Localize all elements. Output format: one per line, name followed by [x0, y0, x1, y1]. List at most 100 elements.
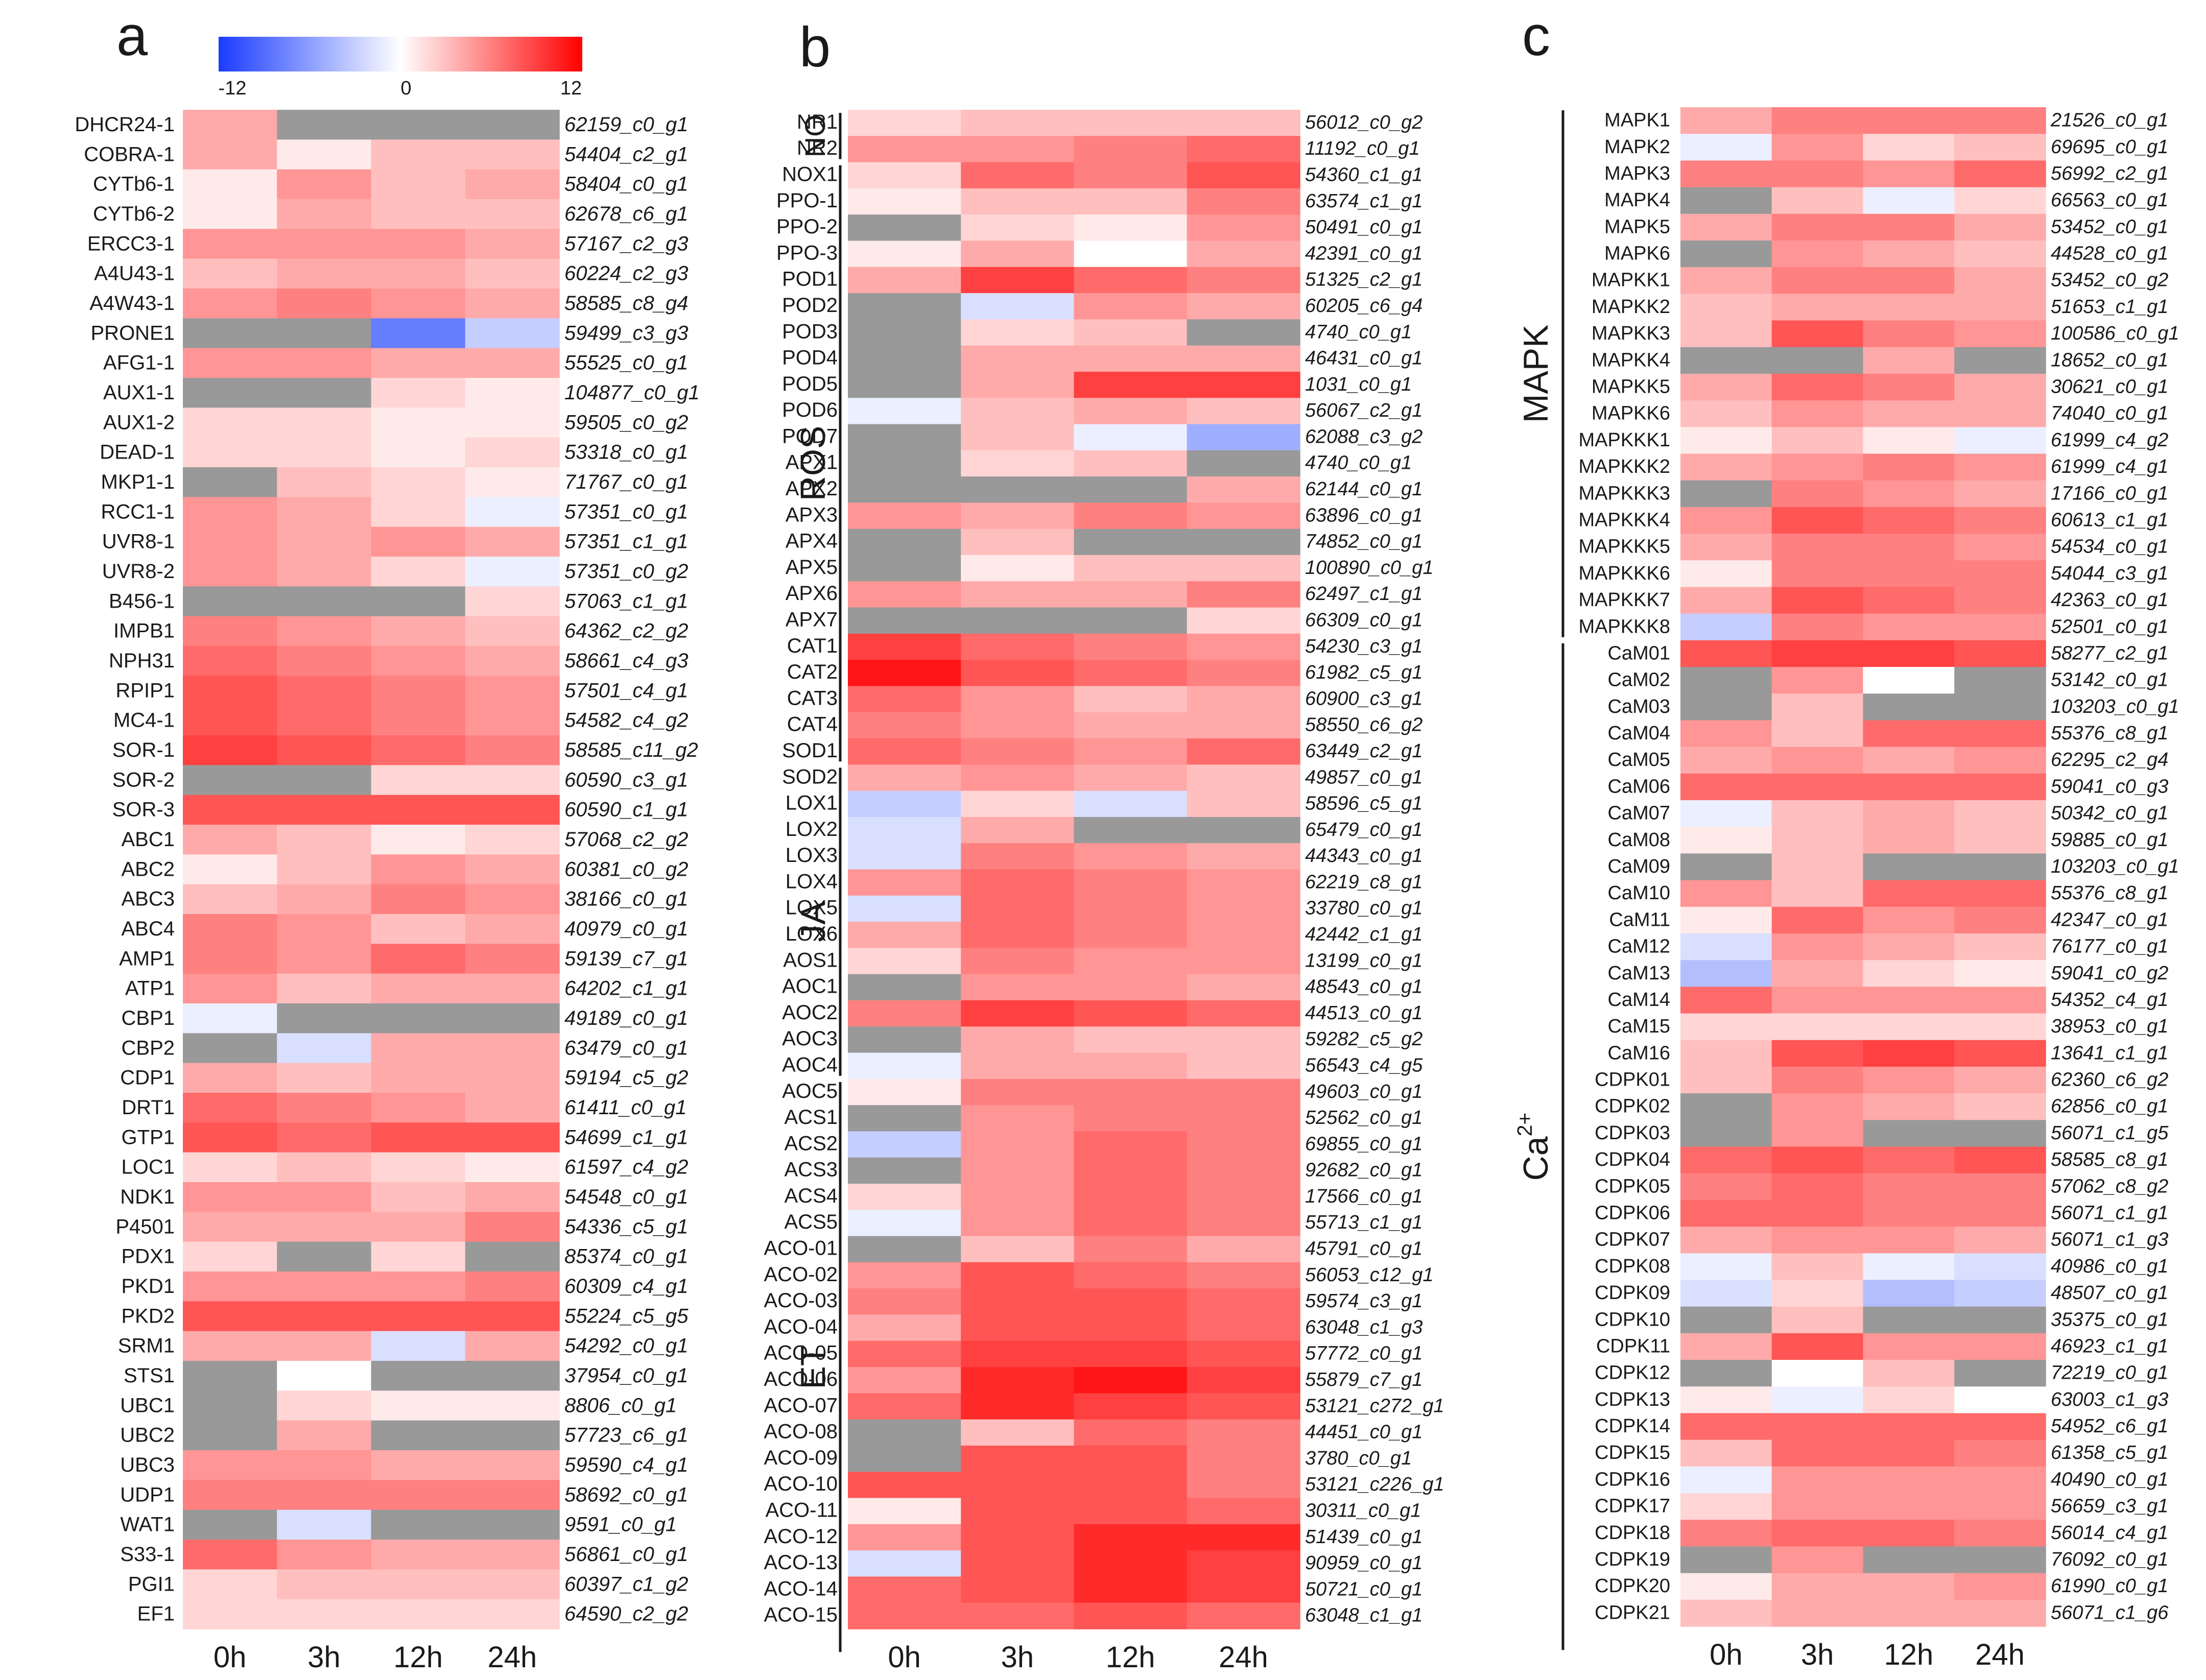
heatmap-cell: [1074, 1498, 1188, 1525]
row-label: APX1: [786, 451, 838, 474]
heatmap-cell: [848, 581, 962, 608]
heatmap-cell: [848, 1419, 962, 1446]
gene-id-label: 56071_c1_g3: [2051, 1229, 2168, 1251]
gene-id-label: 44528_c0_g1: [2051, 243, 2168, 265]
row-label: CDPK14: [1595, 1415, 1670, 1437]
heatmap-cell: [1863, 1040, 1955, 1067]
gene-id-label: 11192_c0_g1: [1305, 138, 1420, 159]
gene-id-label: 59499_c3_g3: [564, 322, 688, 344]
heatmap-cell: [1187, 345, 1300, 372]
heatmap-cell: [183, 586, 278, 617]
row-label: CDPK18: [1595, 1522, 1670, 1544]
row-label: CYTb6-1: [93, 173, 175, 196]
gene-id-label: 62144_c0_g1: [1305, 478, 1422, 500]
heatmap-cell: [1680, 720, 1772, 748]
heatmap-cell: [961, 293, 1075, 320]
gene-id-label: 59574_c3_g1: [1305, 1290, 1422, 1312]
heatmap-cell: [961, 1052, 1075, 1079]
gene-id-label: 55376_c8_g1: [2051, 723, 2168, 744]
heatmap-cell: [371, 765, 466, 796]
gene-id-label: 56067_c2_g1: [1305, 400, 1422, 421]
row-label: CYTb6-2: [93, 203, 175, 225]
heatmap-cell: [183, 795, 278, 825]
row-label: CaM11: [1609, 909, 1670, 930]
heatmap-cell: [1863, 1173, 1955, 1201]
heatmap-cell: [183, 854, 278, 885]
row-label: AOC2: [782, 1001, 838, 1024]
row-label: APX6: [786, 582, 838, 605]
gene-id-label: 104877_c0_g1: [564, 381, 700, 404]
heatmap-cell: [848, 607, 962, 634]
heatmap-cell: [1187, 1524, 1300, 1551]
heatmap-cell: [848, 1026, 962, 1053]
row-label: CAT3: [787, 687, 838, 709]
heatmap-cell: [1954, 213, 2046, 241]
group-label-text: NO: [799, 114, 831, 157]
heatmap-cell: [1863, 587, 1955, 614]
heatmap-cell: [1187, 136, 1300, 163]
row-label: ABC4: [122, 918, 175, 940]
gene-id-label: 54360_c1_g1: [1305, 164, 1422, 186]
gene-id-label: 59139_c7_g1: [564, 947, 688, 970]
gene-id-label: 58277_c2_g1: [2051, 642, 2168, 664]
heatmap-cell: [1863, 480, 1955, 508]
heatmap-cell: [1863, 294, 1955, 321]
row-label: CDPK20: [1595, 1575, 1670, 1597]
heatmap-cell: [1187, 1105, 1300, 1132]
row-label: MAPK5: [1604, 216, 1670, 237]
row-label: SOR-3: [112, 799, 175, 821]
heatmap-cell: [1187, 1472, 1300, 1499]
heatmap-cell: [465, 407, 560, 438]
heatmap-cell: [1863, 1573, 1955, 1600]
heatmap-cell: [465, 1599, 560, 1629]
heatmap-cell: [1771, 720, 1864, 748]
row-label: LOX5: [786, 897, 838, 919]
heatmap-cell: [465, 854, 560, 885]
heatmap-cell: [277, 765, 372, 796]
heatmap-cell: [848, 764, 962, 791]
heatmap-cell: [465, 497, 560, 527]
heatmap-cell: [465, 1390, 560, 1421]
heatmap-cell: [183, 646, 278, 677]
heatmap-cell: [1074, 1236, 1188, 1263]
heatmap-cell: [1187, 790, 1300, 818]
heatmap-cell: [1680, 1066, 1772, 1094]
heatmap-cell: [1954, 134, 2046, 161]
heatmap-cell: [1187, 319, 1300, 346]
row-label: UBC1: [120, 1394, 175, 1417]
gene-id-label: 62159_c0_g1: [564, 113, 688, 136]
gene-id-label: 49189_c0_g1: [564, 1007, 688, 1029]
row-label: SOR-1: [112, 739, 175, 761]
heatmap-cell: [183, 1569, 278, 1600]
gene-id-label: 58550_c6_g2: [1305, 714, 1422, 736]
gene-id-label: 57772_c0_g1: [1305, 1343, 1422, 1364]
gene-id-label: 55713_c1_g1: [1305, 1212, 1422, 1233]
gene-id-label: 54230_c3_g1: [1305, 636, 1422, 657]
gene-id-label: 56012_c0_g2: [1305, 112, 1422, 133]
heatmap-cell: [1074, 660, 1188, 687]
row-label: CDPK05: [1595, 1175, 1670, 1197]
heatmap-cell: [1863, 1439, 1955, 1467]
heatmap-cell: [1863, 400, 1955, 428]
heatmap-cell: [961, 607, 1075, 634]
gene-id-label: 57063_c1_g1: [564, 590, 688, 612]
heatmap-cell: [183, 1450, 278, 1481]
gene-id-label: 46431_c0_g1: [1305, 348, 1422, 369]
heatmap-cell: [961, 267, 1075, 294]
gene-id-label: 61990_c0_g1: [2051, 1575, 2168, 1597]
heatmap-cell: [1074, 1524, 1188, 1551]
heatmap-cell: [1954, 1546, 2046, 1574]
heatmap-cell: [1771, 453, 1864, 481]
heatmap-cell: [1074, 529, 1188, 556]
row-label: IMPB1: [113, 620, 175, 642]
heatmap-cell: [371, 795, 466, 825]
heatmap-cell: [1863, 933, 1955, 961]
gene-id-label: 53452_c0_g2: [2051, 270, 2168, 291]
heatmap-cell: [1187, 267, 1300, 294]
heatmap-cell: [183, 616, 278, 646]
heatmap-cell: [277, 1271, 372, 1302]
heatmap-cell: [848, 843, 962, 870]
heatmap-cell: [1771, 1093, 1864, 1121]
row-label: POD2: [782, 294, 838, 317]
heatmap-cell: [1074, 633, 1188, 660]
